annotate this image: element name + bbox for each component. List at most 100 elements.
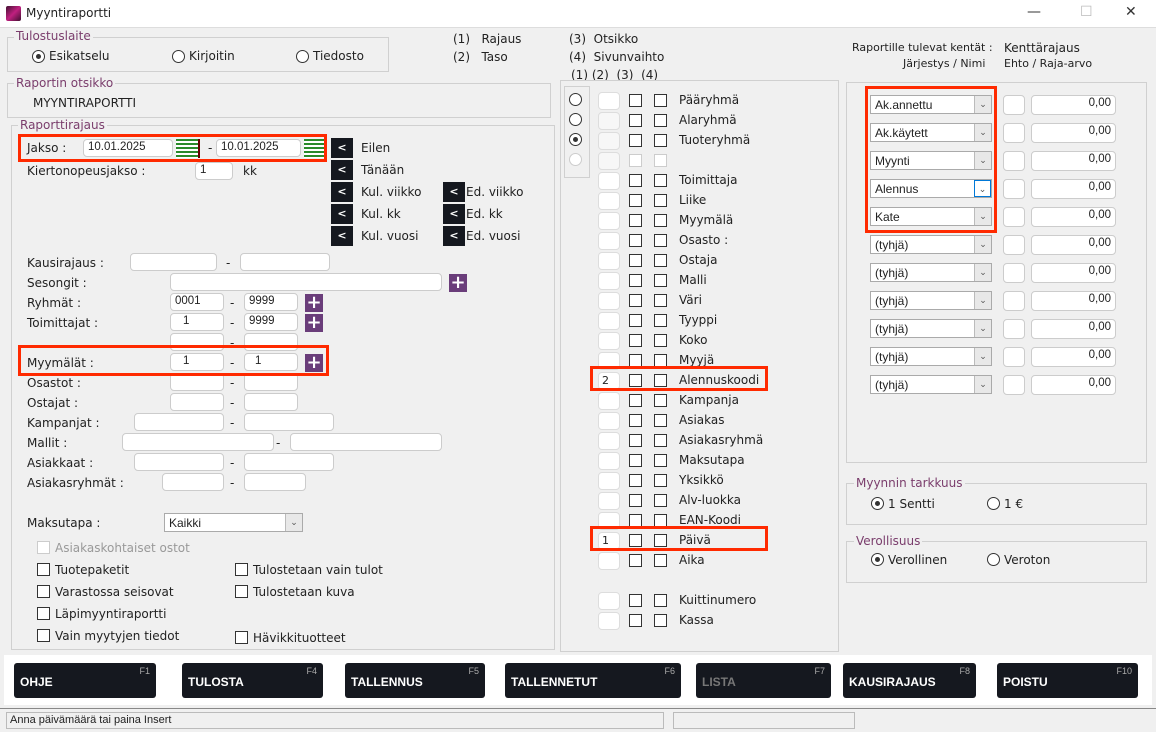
level-pagebreak-checkbox[interactable]: [654, 494, 667, 507]
lapimyynti-checkbox[interactable]: [37, 607, 50, 620]
level-order-input[interactable]: [598, 432, 620, 450]
toim-to-input[interactable]: 9999: [244, 313, 298, 331]
output-radio[interactable]: [172, 50, 185, 63]
level-order-input[interactable]: [598, 472, 620, 490]
asiakkaat-from-input[interactable]: [134, 453, 224, 471]
tuotepaketit-checkbox[interactable]: [37, 563, 50, 576]
kierto-input[interactable]: 1: [195, 162, 233, 180]
field-select[interactable]: Ak.käytett ⌄: [870, 123, 992, 142]
level-header-checkbox[interactable]: [629, 174, 642, 187]
level-order-input[interactable]: 1: [598, 532, 620, 550]
level-order-input[interactable]: [598, 412, 620, 430]
field-condition-input[interactable]: [1003, 375, 1025, 395]
level-order-input[interactable]: [598, 92, 620, 110]
kuva-checkbox[interactable]: [235, 585, 248, 598]
level-pagebreak-checkbox[interactable]: [654, 394, 667, 407]
myym-from-input[interactable]: 1: [170, 353, 224, 371]
level-pagebreak-checkbox[interactable]: [654, 294, 667, 307]
level-pagebreak-checkbox[interactable]: [654, 314, 667, 327]
field-select[interactable]: (tyhjä) ⌄: [870, 375, 992, 394]
field-condition-input[interactable]: [1003, 179, 1025, 199]
tallennetut-button[interactable]: TALLENNETUT F6: [505, 663, 681, 698]
level-pagebreak-checkbox[interactable]: [654, 594, 667, 607]
level-order-input[interactable]: [598, 272, 620, 290]
output-radio[interactable]: [296, 50, 309, 63]
field-select[interactable]: Kate ⌄: [870, 207, 992, 226]
level-header-checkbox[interactable]: [629, 454, 642, 467]
vain_myytyjen-checkbox[interactable]: [37, 629, 50, 642]
field-select[interactable]: (tyhjä) ⌄: [870, 347, 992, 366]
prev-date-button[interactable]: <: [443, 226, 465, 246]
quick-date-button[interactable]: <: [331, 204, 353, 224]
level-order-input[interactable]: [598, 152, 620, 170]
havikki-checkbox[interactable]: [235, 631, 248, 644]
level-order-input[interactable]: [598, 492, 620, 510]
level-header-checkbox[interactable]: [629, 114, 642, 127]
level-order-input[interactable]: [598, 592, 620, 610]
level-header-checkbox[interactable]: [629, 134, 642, 147]
level-order-input[interactable]: [598, 192, 620, 210]
level-pagebreak-checkbox[interactable]: [654, 374, 667, 387]
minimize-button[interactable]: —: [1027, 4, 1041, 20]
field-select[interactable]: (tyhjä) ⌄: [870, 235, 992, 254]
kausi-to-input[interactable]: [240, 253, 330, 271]
level-order-input[interactable]: [598, 252, 620, 270]
field-limit-input[interactable]: 0,00: [1031, 95, 1116, 115]
level-order-input[interactable]: [598, 512, 620, 530]
level-pagebreak-checkbox[interactable]: [654, 114, 667, 127]
field-select[interactable]: Alennus ⌄: [870, 179, 992, 198]
level-header-checkbox[interactable]: [629, 534, 642, 547]
level-order-input[interactable]: [598, 232, 620, 250]
poistu-button[interactable]: POISTU F10: [997, 663, 1138, 698]
level-pagebreak-checkbox[interactable]: [654, 554, 667, 567]
field-limit-input[interactable]: 0,00: [1031, 151, 1116, 171]
close-button[interactable]: ✕: [1125, 4, 1137, 20]
plus-icon[interactable]: +: [305, 352, 323, 373]
level-pagebreak-checkbox[interactable]: [654, 534, 667, 547]
vain_tulot-checkbox[interactable]: [235, 563, 248, 576]
calendar-to-icon[interactable]: [304, 139, 324, 158]
level-pagebreak-checkbox[interactable]: [654, 434, 667, 447]
level-pagebreak-checkbox[interactable]: [654, 274, 667, 287]
field-limit-input[interactable]: 0,00: [1031, 319, 1116, 339]
level-header-checkbox[interactable]: [629, 554, 642, 567]
level-order-input[interactable]: [598, 292, 620, 310]
level-header-checkbox[interactable]: [629, 614, 642, 627]
level-order-input[interactable]: [598, 392, 620, 410]
field-limit-input[interactable]: 0,00: [1031, 179, 1116, 199]
date-to-input[interactable]: 10.01.2025: [216, 139, 301, 157]
asiakkaat-to-input[interactable]: [244, 453, 334, 471]
lista-button[interactable]: LISTA F7: [696, 663, 831, 698]
field-condition-input[interactable]: [1003, 151, 1025, 171]
level-order-input[interactable]: [598, 132, 620, 150]
level-header-checkbox[interactable]: [629, 154, 642, 167]
report-title-value[interactable]: MYYNTIRAPORTTI: [33, 96, 137, 110]
precision-radio[interactable]: [871, 497, 884, 510]
varastossa-checkbox[interactable]: [37, 585, 50, 598]
level-pagebreak-checkbox[interactable]: [654, 214, 667, 227]
level-header-checkbox[interactable]: [629, 94, 642, 107]
quick-date-button[interactable]: <: [331, 226, 353, 246]
level-order-input[interactable]: [598, 112, 620, 130]
field-condition-input[interactable]: [1003, 207, 1025, 227]
field-select[interactable]: (tyhjä) ⌄: [870, 291, 992, 310]
level-order-input[interactable]: [598, 172, 620, 190]
level-radio[interactable]: [569, 153, 582, 166]
field-condition-input[interactable]: [1003, 319, 1025, 339]
level-header-checkbox[interactable]: [629, 414, 642, 427]
asryhmat-to-input[interactable]: [244, 473, 306, 491]
field-condition-input[interactable]: [1003, 263, 1025, 283]
ostajat-from-input[interactable]: [170, 393, 224, 411]
kausi-from-input[interactable]: [130, 253, 217, 271]
level-header-checkbox[interactable]: [629, 494, 642, 507]
field-limit-input[interactable]: 0,00: [1031, 123, 1116, 143]
level-order-input[interactable]: [598, 332, 620, 350]
field-condition-input[interactable]: [1003, 347, 1025, 367]
level-order-input[interactable]: [598, 352, 620, 370]
field-limit-input[interactable]: 0,00: [1031, 291, 1116, 311]
sesongit-from-input[interactable]: [170, 273, 442, 291]
level-radio[interactable]: [569, 113, 582, 126]
level-order-input[interactable]: [598, 552, 620, 570]
field-limit-input[interactable]: 0,00: [1031, 375, 1116, 395]
prev-date-button[interactable]: <: [443, 204, 465, 224]
